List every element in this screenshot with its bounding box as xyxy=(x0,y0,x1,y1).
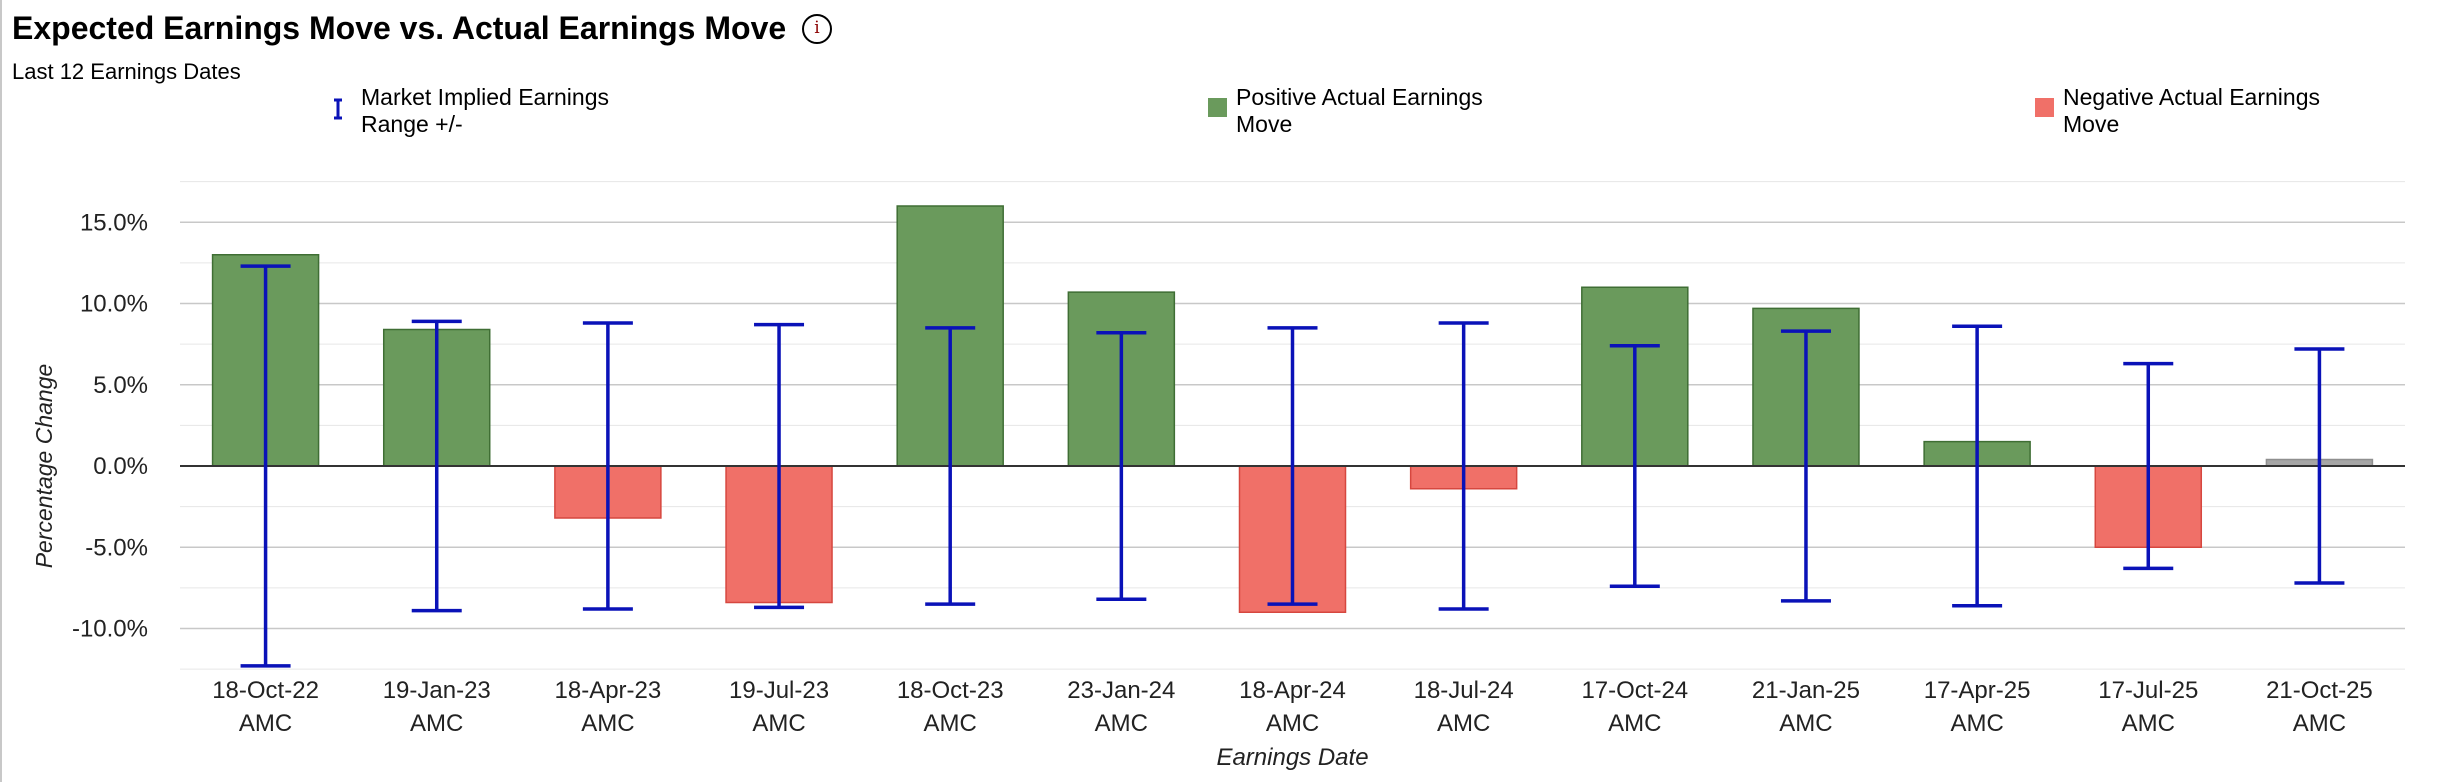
x-tick-session: AMC xyxy=(1608,710,1661,737)
x-tick-session: AMC xyxy=(2293,710,2346,737)
x-tick-date: 18-Oct-23 xyxy=(897,677,1004,704)
info-icon[interactable]: i xyxy=(802,14,832,44)
x-tick-session: AMC xyxy=(1095,710,1148,737)
y-tick-label: 10.0% xyxy=(80,291,148,318)
left-border xyxy=(0,0,2,782)
x-tick-date: 21-Jan-25 xyxy=(1752,677,1860,704)
legend-positive-swatch xyxy=(1208,98,1227,117)
x-tick-date: 19-Jan-23 xyxy=(383,677,491,704)
x-tick-date: 21-Oct-25 xyxy=(2266,677,2373,704)
x-tick-date: 18-Apr-23 xyxy=(555,677,662,704)
legend-range-icon xyxy=(334,98,342,120)
y-tick-label: -5.0% xyxy=(85,534,148,561)
x-tick-session: AMC xyxy=(1266,710,1319,737)
y-tick-label: 0.0% xyxy=(93,453,148,480)
chart-subtitle: Last 12 Earnings Dates xyxy=(12,59,241,84)
y-tick-label: 5.0% xyxy=(93,372,148,399)
x-tick-date: 23-Jan-24 xyxy=(1067,677,1175,704)
x-tick-date: 18-Jul-24 xyxy=(1414,677,1514,704)
y-tick-label: -10.0% xyxy=(72,616,148,643)
x-tick-date: 19-Jul-23 xyxy=(729,677,829,704)
x-tick-session: AMC xyxy=(410,710,463,737)
chart-title: Expected Earnings Move vs. Actual Earnin… xyxy=(12,10,787,46)
legend-range-label: Market Implied Earnings Range +/- xyxy=(361,84,609,137)
x-tick-session: AMC xyxy=(1950,710,2003,737)
y-axis-label: Percentage Change xyxy=(31,364,57,569)
legend-positive-label: Positive Actual Earnings Move xyxy=(1236,84,1483,137)
x-tick-session: AMC xyxy=(239,710,292,737)
y-tick-label: 15.0% xyxy=(80,209,148,236)
x-tick-session: AMC xyxy=(581,710,634,737)
legend-negative-label: Negative Actual Earnings Move xyxy=(2063,84,2320,137)
x-tick-session: AMC xyxy=(1437,710,1490,737)
x-tick-session: AMC xyxy=(924,710,977,737)
x-tick-date: 17-Apr-25 xyxy=(1924,677,2031,704)
x-tick-session: AMC xyxy=(752,710,805,737)
x-axis-label: Earnings Date xyxy=(1216,744,1368,771)
x-tick-date: 18-Apr-24 xyxy=(1239,677,1346,704)
x-tick-session: AMC xyxy=(1779,710,1832,737)
legend-negative-swatch xyxy=(2035,98,2054,117)
x-tick-session: AMC xyxy=(2122,710,2175,737)
x-tick-date: 17-Jul-25 xyxy=(2098,677,2198,704)
x-tick-date: 17-Oct-24 xyxy=(1581,677,1688,704)
x-tick-date: 18-Oct-22 xyxy=(212,677,319,704)
